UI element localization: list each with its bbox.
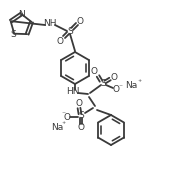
Text: Na: Na — [51, 123, 63, 131]
Text: Na: Na — [125, 80, 137, 90]
Text: HN: HN — [66, 87, 80, 96]
Text: S: S — [100, 79, 106, 87]
Text: O: O — [77, 16, 83, 25]
Text: O: O — [75, 100, 82, 108]
Text: S: S — [67, 26, 73, 36]
Text: N: N — [19, 9, 25, 19]
Text: ⁻: ⁻ — [61, 109, 65, 119]
Text: O: O — [77, 124, 85, 133]
Text: S: S — [10, 30, 16, 39]
Text: O: O — [112, 85, 119, 95]
Text: S: S — [78, 112, 84, 120]
Text: O: O — [64, 113, 70, 123]
Text: ⁺: ⁺ — [137, 78, 141, 86]
Text: O: O — [56, 36, 64, 46]
Text: O: O — [111, 73, 117, 81]
Text: O: O — [90, 68, 98, 76]
Text: NH: NH — [43, 19, 57, 29]
Text: ⁺: ⁺ — [62, 119, 66, 129]
Text: ⁻: ⁻ — [118, 82, 122, 91]
